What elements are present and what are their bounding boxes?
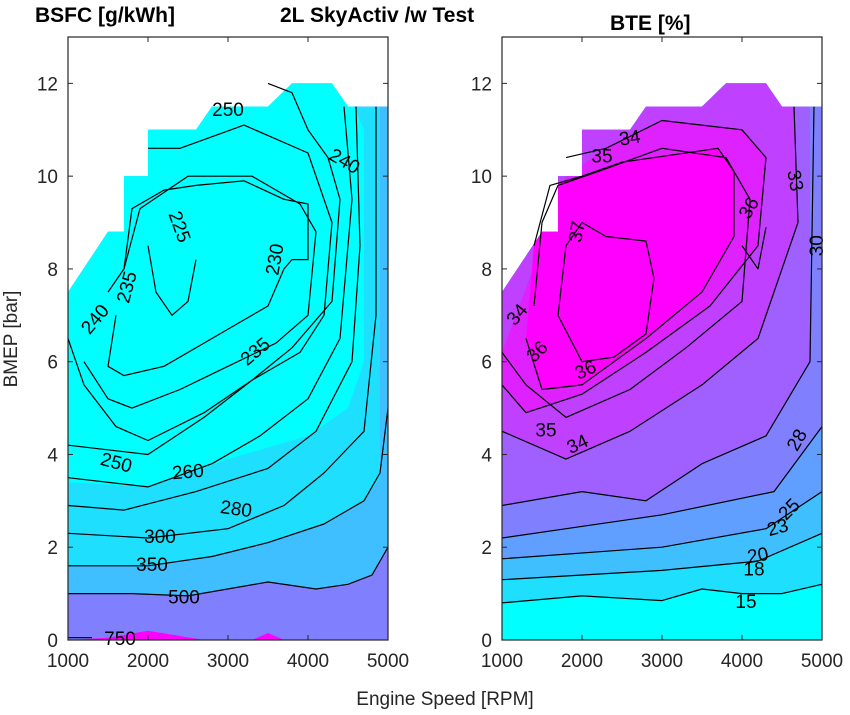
y-tick-label: 4	[481, 445, 492, 466]
contour-line	[502, 106, 815, 507]
contour-label: 250	[212, 100, 244, 121]
contour-label: 37	[565, 219, 589, 243]
x-tick-label: 1000	[481, 651, 523, 672]
y-tick-label: 2	[481, 538, 492, 559]
contour-line	[107, 180, 309, 377]
contour-label: 260	[171, 461, 204, 485]
contour-line	[68, 106, 361, 511]
x-tick-label: 4000	[287, 651, 329, 672]
contour-line	[83, 175, 317, 409]
y-tick-label: 8	[481, 260, 492, 281]
contour-line	[68, 82, 341, 456]
y-tick-label: 12	[471, 74, 492, 95]
x-tick-label: 3000	[641, 651, 683, 672]
x-tick-label: 2000	[561, 651, 603, 672]
contour-label: 15	[735, 592, 756, 613]
contour-line	[502, 532, 822, 581]
bsfc-contour-lines	[68, 82, 388, 639]
bte-filled-regions	[502, 83, 822, 640]
y-tick-label: 12	[37, 74, 58, 95]
contour-label: 35	[591, 147, 612, 168]
contour-line	[502, 491, 822, 560]
contour-label: 35	[535, 420, 556, 441]
contour-line	[68, 106, 377, 539]
y-axis-label: BMEP [bar]	[1, 291, 22, 388]
contour-line	[557, 221, 655, 363]
filled-band	[68, 630, 284, 640]
x-tick-label: 2000	[127, 651, 169, 672]
contour-line	[525, 147, 735, 391]
y-tick-label: 8	[47, 260, 58, 281]
contour-line	[741, 227, 767, 270]
x-axis-label: Engine Speed [RPM]	[356, 689, 533, 710]
contour-label: 34	[618, 126, 643, 150]
contour-line	[502, 426, 822, 539]
bte-contour-lines	[502, 106, 822, 604]
contour-label: 20	[746, 544, 770, 568]
x-tick-label: 5000	[367, 651, 409, 672]
contour-line	[68, 124, 333, 442]
y-tick-label: 10	[471, 167, 492, 188]
contour-label: 500	[168, 587, 200, 608]
right-title: BTE [%]	[610, 12, 691, 35]
contour-line	[147, 245, 197, 316]
x-tick-label: 4000	[721, 651, 763, 672]
filled-band	[526, 148, 734, 390]
contour-label: 18	[743, 559, 764, 580]
contour-line	[68, 408, 388, 567]
y-tick-label: 0	[481, 631, 492, 652]
y-tick-label: 4	[47, 445, 58, 466]
contour-line	[68, 106, 353, 488]
y-tick-label: 6	[47, 353, 58, 374]
x-tick-label: 1000	[47, 651, 89, 672]
suptitle: 2L SkyActiv /w Test	[280, 4, 474, 27]
y-tick-label: 10	[37, 167, 58, 188]
contour-line	[502, 119, 767, 414]
contour-line	[502, 147, 751, 418]
y-tick-label: 2	[47, 538, 58, 559]
x-tick-label: 5000	[801, 651, 843, 672]
contour-label: 350	[136, 555, 168, 576]
y-tick-label: 0	[47, 631, 58, 652]
left-title: BSFC [g/kWh]	[35, 4, 175, 27]
contour-label: 33	[782, 168, 806, 192]
contour-label: 280	[219, 497, 253, 522]
contour-line	[68, 546, 388, 597]
x-tick-label: 3000	[207, 651, 249, 672]
contour-label: 30	[807, 235, 828, 256]
y-tick-label: 6	[481, 353, 492, 374]
contour-line	[502, 106, 799, 460]
contour-label: 300	[144, 527, 176, 548]
contour-line	[502, 583, 822, 604]
